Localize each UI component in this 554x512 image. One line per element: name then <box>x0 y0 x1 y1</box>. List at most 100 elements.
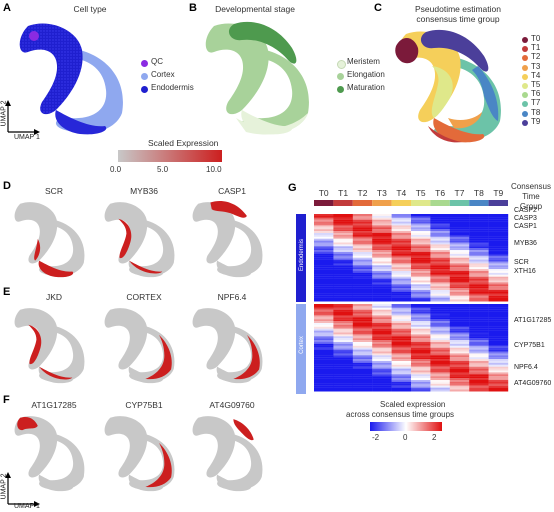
legend-label-t9: T9 <box>531 116 541 126</box>
qc-cluster <box>29 31 39 41</box>
umap-gene-at1g17285 <box>14 416 85 492</box>
panel-label-d: D <box>3 180 11 192</box>
legend-label-t0: T0 <box>531 34 541 43</box>
legend-dot-t2 <box>522 55 528 62</box>
gene-title-myb36: MYB36 <box>130 186 158 196</box>
umap-gene-npf6.4 <box>192 308 263 384</box>
legend-dot-t6 <box>522 92 528 99</box>
heatmap-col-t5: T5 <box>415 188 426 198</box>
legend-label-endodermis: Endodermis <box>151 83 194 92</box>
heatmap-colorbar <box>370 422 442 431</box>
time-group-strip-t8 <box>469 200 489 206</box>
legend-dot-t1 <box>522 46 528 53</box>
umap-cell-type-plot <box>19 23 123 135</box>
heatmap-gene-at4g09760: AT4G09760 <box>514 380 552 387</box>
legend-dot-t4 <box>522 73 528 80</box>
legend-dot-endodermis <box>141 86 148 93</box>
panel-label-f: F <box>3 394 10 406</box>
time-group-strip-t2 <box>352 200 373 206</box>
scaled-expression-tick-0: 0.0 <box>110 165 122 174</box>
time-group-strip-t9 <box>488 200 508 206</box>
heatmap-gene-myb36: MYB36 <box>514 240 537 247</box>
umap-gene-cortex <box>104 308 175 384</box>
time-group-strip-t6 <box>430 200 450 206</box>
maturation-cluster <box>228 21 297 64</box>
panel-label-c: C <box>374 2 382 14</box>
legend-dot-qc <box>141 60 148 67</box>
panel-c-title-line2: consensus time group <box>416 14 500 24</box>
heatmap-gene-xth16: XTH16 <box>514 268 536 275</box>
panel-label-e: E <box>3 286 11 298</box>
gene-title-jkd: JKD <box>45 292 63 302</box>
heatmap-colorbar-tick-2: 2 <box>432 433 437 442</box>
time-group-strip-t5 <box>411 200 431 206</box>
heatmap-gene-npf6.4: NPF6.4 <box>514 364 538 371</box>
t0-cluster <box>395 37 419 64</box>
umap-developmental-stage-plot <box>205 21 309 135</box>
heatmap-colorbar-title-line1: Scaled expression <box>380 400 446 409</box>
gene-title-at4g09760: AT4G09760 <box>209 400 255 410</box>
heatmap-col-t9: T9 <box>493 188 504 198</box>
scaled-expression-colorbar <box>118 150 222 162</box>
heatmap-col-t1: T1 <box>338 188 349 198</box>
gene-title-cyp75b1: CYP75B1 <box>125 400 163 410</box>
heatmap-gene-scr: SCR <box>514 259 529 266</box>
umap-axis-x-top: UMAP 1 <box>14 134 40 141</box>
umap-gene-myb36 <box>104 202 175 278</box>
umap-pseudotime-plot <box>395 29 501 143</box>
heatmap-col-t0: T0 <box>318 188 329 198</box>
time-group-strip-t0 <box>314 200 334 206</box>
legend-dot-maturation <box>337 86 344 93</box>
time-group-strip-t7 <box>449 200 470 206</box>
heatmap-col-t3: T3 <box>376 188 387 198</box>
legend-dot-t0 <box>522 37 528 43</box>
umap-axis-x-bottom: UMAP 1 <box>14 503 40 510</box>
time-group-strip-t3 <box>372 200 392 206</box>
time-group-strip-t1 <box>333 200 353 206</box>
legend-label-t8: T8 <box>531 107 541 117</box>
gene-title-scr: SCR <box>45 186 63 196</box>
legend-dot-elongation <box>337 73 344 80</box>
scaled-expression-title: Scaled Expression <box>148 138 219 148</box>
legend-label-cortex: Cortex <box>151 70 175 79</box>
heatmap-gene-casp3: CASP3 <box>514 215 537 222</box>
legend-label-elongation: Elongation <box>347 70 385 79</box>
gene-title-npf6.4: NPF6.4 <box>217 292 247 302</box>
legend-dot-t7 <box>522 101 528 108</box>
heatmap-gene-cyp75b1: CYP75B1 <box>514 342 545 349</box>
heatmap-gene-casp1: CASP1 <box>514 223 537 230</box>
umap-gene-casp1 <box>192 200 263 278</box>
umap-axis-arrows-bottom <box>5 472 40 507</box>
legend-label-t1: T1 <box>531 43 541 53</box>
legend-label-qc: QC <box>151 57 163 66</box>
umap-gene-jkd <box>14 308 85 384</box>
umap-gene-at4g09760 <box>192 416 263 492</box>
panel-label-b: B <box>189 2 197 14</box>
legend-label-maturation: Maturation <box>347 83 385 92</box>
panel-b-title: Developmental stage <box>215 4 295 14</box>
umap-axis-arrows-top <box>5 100 40 135</box>
heatmap <box>296 200 510 392</box>
cortex-cluster <box>55 48 123 134</box>
heatmap-col-t6: T6 <box>435 188 446 198</box>
legend-label-meristem: Meristem <box>347 57 380 66</box>
umap-axis-y-bottom: UMAP 2 <box>0 473 8 500</box>
legend-label-t3: T3 <box>531 61 541 71</box>
umap-axis-y-top: UMAP 2 <box>0 100 8 127</box>
heatmap-col-t8: T8 <box>473 188 484 198</box>
gene-title-cortex: CORTEX <box>126 292 162 302</box>
panel-label-a: A <box>3 2 11 14</box>
endodermis-arm <box>55 110 107 135</box>
legend-dot-meristem <box>337 60 346 69</box>
section-label-cortex: Cortex <box>299 336 305 354</box>
heatmap-colorbar-tick-0: -2 <box>372 433 380 442</box>
gene-title-casp1: CASP1 <box>218 186 246 196</box>
heatmap-header-line2: Time <box>522 192 540 201</box>
heatmap-gene-at1g17285: AT1G17285 <box>514 317 552 324</box>
panel-c-title-line1: Pseudotime estimation <box>415 4 501 14</box>
heatmap-colorbar-title-line2: across consensus time groups <box>346 410 455 419</box>
heatmap-header-line1: Consensus <box>510 182 552 191</box>
legend-label-t2: T2 <box>531 52 541 62</box>
legend-dot-t5 <box>522 83 528 89</box>
endodermis-cluster <box>19 23 83 115</box>
